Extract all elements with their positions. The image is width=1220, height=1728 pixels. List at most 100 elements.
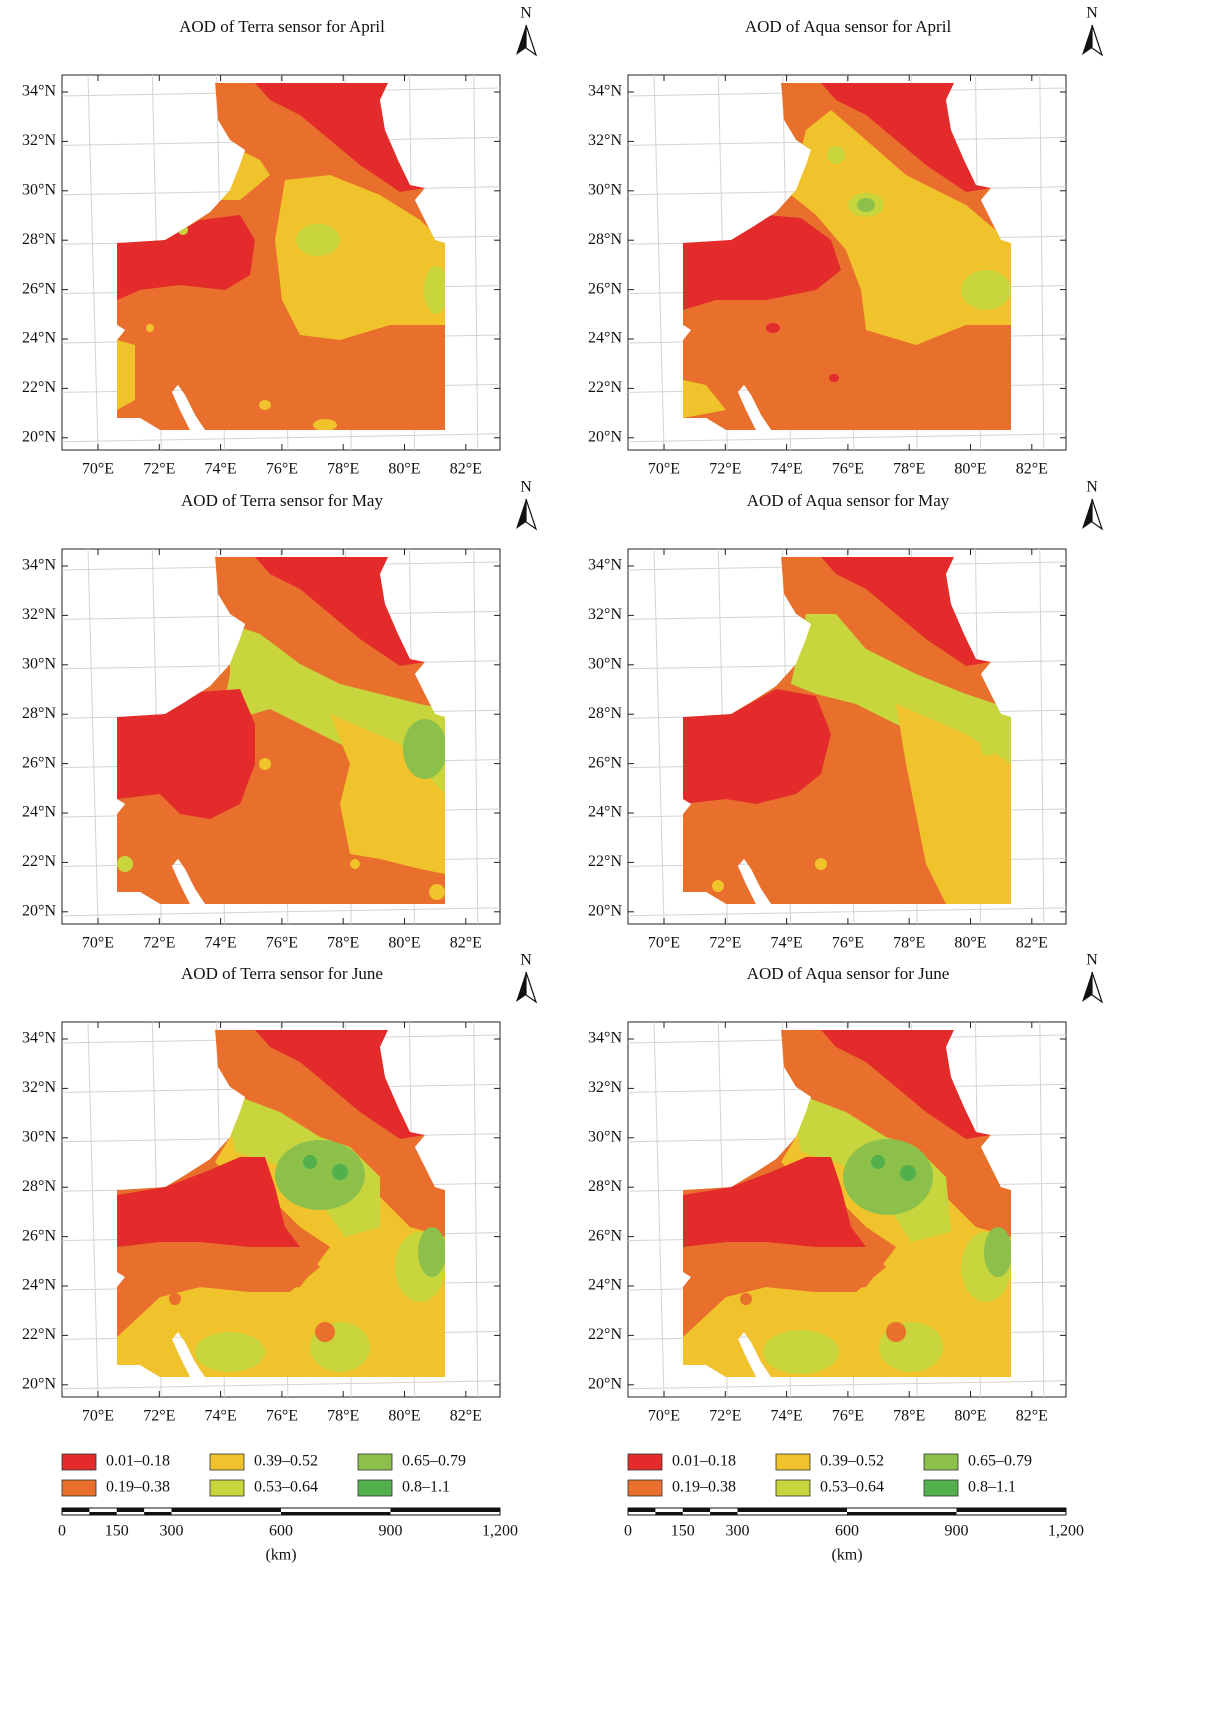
aod-region	[896, 704, 1011, 904]
scale-bar-segment	[62, 1508, 90, 1512]
lon-label: 70°E	[82, 1408, 114, 1425]
aod-region	[984, 1227, 1011, 1277]
map-panel: AOD of Terra sensor for May N 34°N 32°N 30°N…	[22, 479, 538, 952]
lon-label: 78°E	[893, 461, 925, 478]
scale-unit: (km)	[265, 1547, 296, 1564]
legend-swatch	[627, 1479, 663, 1497]
lat-label: 28°N	[588, 1178, 622, 1195]
lon-label: 82°E	[1016, 935, 1048, 952]
graticule	[653, 74, 665, 451]
scale-label: 0	[624, 1523, 632, 1540]
lat-label: 24°N	[22, 330, 56, 347]
lon-label: 80°E	[954, 1408, 986, 1425]
legend-label: 0.39–0.52	[820, 1453, 884, 1470]
lon-label: 74°E	[771, 1408, 803, 1425]
aod-region	[117, 340, 135, 410]
aod-region	[332, 1164, 348, 1180]
aod-region	[683, 1157, 866, 1247]
lat-label: 34°N	[22, 557, 56, 574]
legend-swatch	[627, 1453, 663, 1471]
north-arrow	[516, 25, 526, 55]
lat-label: 32°N	[22, 606, 56, 623]
north-arrow	[1091, 24, 1104, 57]
lon-label: 80°E	[954, 461, 986, 478]
aod-map	[683, 1030, 1011, 1377]
legend: 0.01–0.18 0.19–0.38 0.39–0.52 0.53–0.64 0.65…	[627, 1453, 1032, 1497]
lat-label: 22°N	[588, 1326, 622, 1343]
legend-swatch	[61, 1453, 97, 1471]
panel-title: AOD of Terra sensor for June	[181, 964, 383, 983]
scale-label: 0	[58, 1523, 66, 1540]
aod-region	[857, 198, 875, 212]
panel-title: AOD of Aqua sensor for May	[747, 491, 950, 510]
aod-region	[961, 270, 1011, 310]
scale-label: 300	[726, 1523, 750, 1540]
aod-region	[178, 225, 188, 235]
scale-bar: 0 150 300 600 900 1,200 (km)	[58, 1507, 518, 1564]
panel-title: AOD of Aqua sensor for June	[747, 964, 950, 983]
north-label: N	[520, 952, 532, 969]
aod-region	[900, 1165, 916, 1181]
lat-label: 26°N	[588, 754, 622, 771]
scale-label: 600	[269, 1523, 293, 1540]
graticule	[1039, 74, 1045, 451]
lon-label: 78°E	[327, 935, 359, 952]
aod-region	[275, 175, 445, 340]
north-arrow	[1091, 498, 1104, 531]
north-arrow	[1082, 499, 1092, 529]
aod-region	[815, 858, 827, 870]
lon-label: 80°E	[388, 935, 420, 952]
legend-label: 0.8–1.1	[402, 1479, 450, 1496]
scale-bar-segment	[390, 1508, 500, 1512]
lat-label: 22°N	[22, 853, 56, 870]
lat-label: 24°N	[22, 804, 56, 821]
lon-label: 76°E	[832, 935, 864, 952]
aod-region	[195, 1332, 265, 1372]
lon-label: 80°E	[388, 1408, 420, 1425]
aod-region	[169, 1293, 181, 1305]
lat-label: 26°N	[22, 754, 56, 771]
aod-region	[683, 83, 1011, 430]
legend-label: 0.01–0.18	[672, 1453, 736, 1470]
legend-label: 0.39–0.52	[254, 1453, 318, 1470]
lat-label: 22°N	[22, 379, 56, 396]
scale-label: 1,200	[1048, 1523, 1084, 1540]
graticule	[473, 548, 479, 925]
scale-label: 150	[671, 1523, 695, 1540]
panel-title: AOD of Terra sensor for April	[179, 17, 385, 36]
aod-region	[791, 614, 1011, 764]
aod-region	[117, 215, 255, 300]
north-arrow	[1082, 972, 1092, 1002]
legend-swatch	[209, 1479, 245, 1497]
lon-label: 76°E	[266, 1408, 298, 1425]
aod-map	[117, 83, 445, 430]
scale-bar-segment	[144, 1512, 172, 1515]
scale-bar-segment	[655, 1512, 683, 1515]
lat-label: 20°N	[22, 902, 56, 919]
lon-label: 72°E	[143, 461, 175, 478]
lon-label: 72°E	[709, 1408, 741, 1425]
north-arrow	[1091, 971, 1104, 1004]
lon-label: 72°E	[143, 935, 175, 952]
lat-label: 26°N	[22, 1227, 56, 1244]
map-panel: AOD of Terra sensor for April N 34°N 32°N 30…	[22, 5, 538, 478]
aod-region	[791, 110, 1011, 345]
aod-region	[740, 1293, 752, 1305]
aod-region	[275, 1140, 365, 1210]
aod-region	[827, 146, 845, 164]
legend-swatch	[357, 1453, 393, 1471]
scale-label: 300	[160, 1523, 184, 1540]
north-label: N	[520, 479, 532, 496]
graticule	[61, 907, 501, 917]
lon-label: 82°E	[1016, 1408, 1048, 1425]
aod-map	[117, 1030, 445, 1377]
lat-label: 24°N	[588, 1277, 622, 1294]
aod-region	[821, 83, 991, 192]
aod-region	[683, 689, 831, 804]
lat-label: 28°N	[22, 1178, 56, 1195]
lat-label: 28°N	[22, 705, 56, 722]
legend-swatch	[923, 1479, 959, 1497]
scale-bar-segment	[628, 1508, 656, 1512]
aod-region	[950, 861, 962, 873]
